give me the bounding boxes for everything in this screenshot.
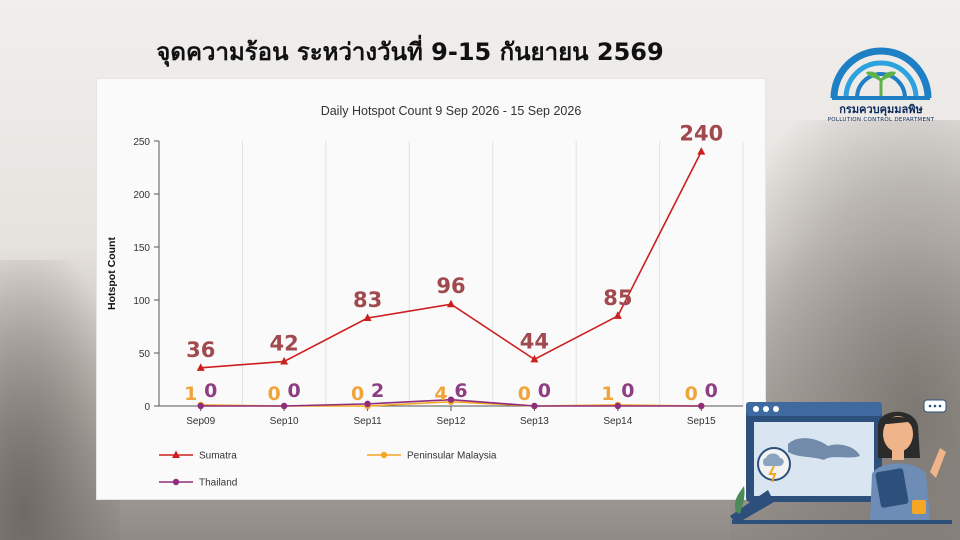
data-point [363,313,372,322]
person-with-tablet-weather-dashboard-icon [730,399,952,524]
data-label-thailand: 0 [621,380,634,402]
data-label-thailand: 0 [705,380,718,402]
data-point [447,299,455,308]
data-point [280,356,289,365]
logo-name-thai: กรมควบคุมมลพิษ [839,103,923,116]
data-label-peninsular-malaysia: 0 [268,383,281,405]
logo-name-english: POLLUTION CONTROL DEPARTMENT [827,117,935,123]
page-title: จุดความร้อน ระหว่างวันที่ 9-15 กันยายน 2… [156,38,664,66]
data-point [447,396,455,403]
data-point [698,402,705,410]
data-label-peninsular-malaysia: 1 [601,383,614,405]
data-label-thailand: 6 [454,380,467,402]
y-axis-label: Hotspot Count [106,237,118,310]
y-tick-label: 150 [133,243,150,254]
y-tick-label: 200 [133,190,150,201]
data-point [614,402,622,410]
y-tick-label: 100 [133,296,150,307]
data-point [613,311,622,319]
data-label-sumatra: 96 [436,274,465,298]
data-label-thailand: 0 [288,380,301,402]
chart-card: Daily Hotspot Count 9 Sep 2026 - 15 Sep … [96,78,766,500]
legend-marker [172,450,180,458]
x-tick-label: Sep14 [603,416,632,427]
chart-title: Daily Hotspot Count 9 Sep 2026 - 15 Sep … [321,104,582,118]
data-label-peninsular-malaysia: 0 [351,383,364,405]
data-point [196,363,205,371]
legend-label: Peninsular Malaysia [407,451,497,462]
legend-label: Thailand [199,478,237,489]
data-label-peninsular-malaysia: 1 [184,383,197,405]
legend-marker [380,451,388,459]
data-label-peninsular-malaysia: 0 [685,383,698,405]
x-tick-label: Sep11 [353,416,382,427]
data-point [530,354,539,363]
data-label-peninsular-malaysia: 4 [434,383,447,405]
x-tick-label: Sep09 [186,416,215,427]
legend-label: Sumatra [199,451,237,462]
data-label-sumatra: 44 [520,329,549,353]
x-tick-label: Sep13 [520,416,549,427]
x-tick-label: Sep15 [687,416,716,427]
data-point [697,147,706,155]
y-tick-label: 0 [144,402,150,413]
data-label-thailand: 0 [204,380,217,402]
data-point [364,400,371,408]
data-label-sumatra: 240 [679,122,723,146]
data-point [280,402,288,410]
y-tick-label: 50 [139,349,151,360]
data-label-peninsular-malaysia: 0 [518,383,531,405]
data-label-sumatra: 83 [353,288,382,312]
data-label-sumatra: 85 [603,286,632,310]
hotspot-line-chart: Daily Hotspot Count 9 Sep 2026 - 15 Sep … [106,104,744,489]
data-point [197,402,204,410]
data-label-sumatra: 42 [270,331,299,355]
data-point [531,402,538,410]
pcd-logo-icon [830,47,932,100]
y-tick-label: 250 [133,137,150,148]
data-label-thailand: 2 [371,380,384,402]
legend-marker [172,478,180,486]
x-tick-label: Sep10 [270,416,299,427]
x-tick-label: Sep12 [437,416,466,427]
data-label-sumatra: 36 [186,338,215,362]
data-label-thailand: 0 [538,380,551,402]
